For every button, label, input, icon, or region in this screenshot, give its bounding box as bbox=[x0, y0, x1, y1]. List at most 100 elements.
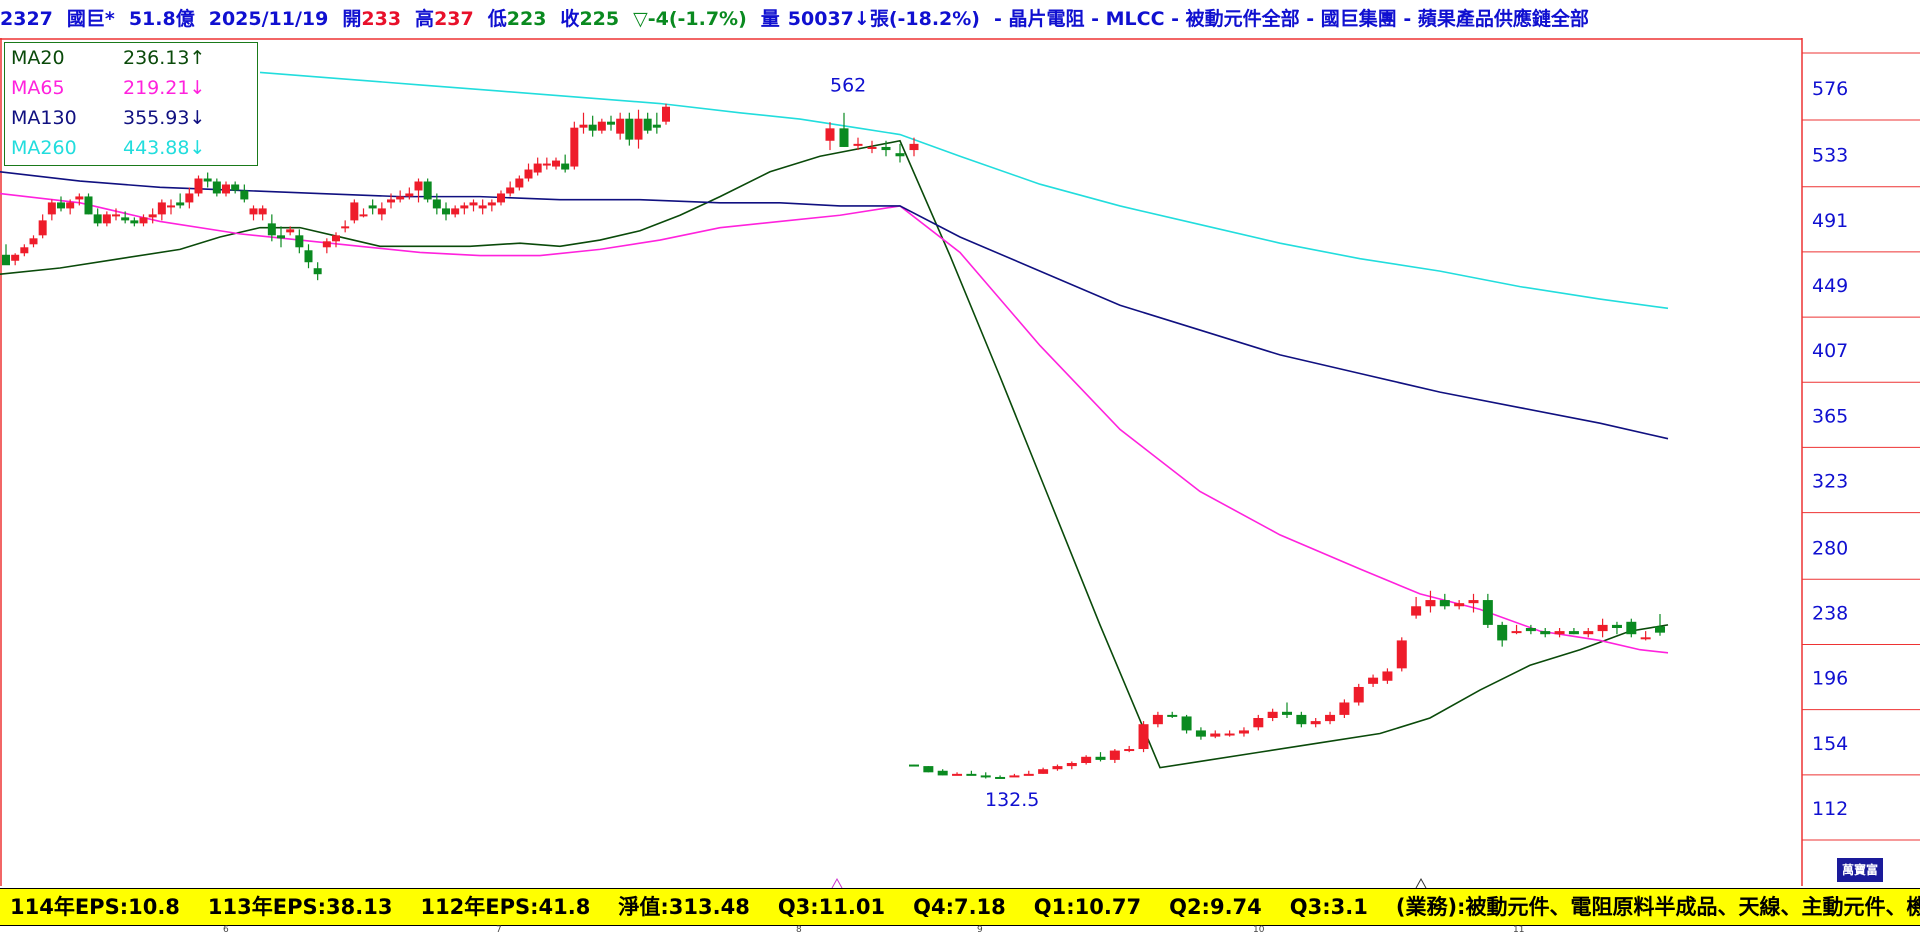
candle-body bbox=[561, 163, 570, 170]
candle-body bbox=[1540, 631, 1551, 635]
legend-ma130: MA130 355.93↓ bbox=[5, 103, 257, 133]
y-tick-label: 576 bbox=[1812, 78, 1848, 100]
candle-body bbox=[1238, 730, 1249, 734]
candle bbox=[313, 262, 322, 281]
legend-ma20-name: MA20 bbox=[11, 47, 65, 69]
stock-code: 2327 bbox=[0, 8, 53, 30]
legend-ma65-value: 219.21↓ bbox=[123, 77, 206, 99]
candle-body bbox=[825, 128, 835, 141]
candle-body bbox=[11, 254, 20, 261]
candle bbox=[1382, 668, 1393, 684]
candle-body bbox=[1597, 624, 1608, 632]
candle-body bbox=[909, 143, 919, 151]
quote-date: 2025/11/19 bbox=[208, 8, 329, 30]
candle bbox=[909, 137, 919, 157]
legend-ma65-name: MA65 bbox=[11, 77, 65, 99]
candle bbox=[478, 199, 487, 215]
candle-body bbox=[387, 199, 395, 203]
candle-body bbox=[414, 181, 423, 191]
candle-body bbox=[167, 205, 175, 208]
candle bbox=[75, 193, 84, 206]
candle bbox=[185, 187, 194, 209]
candle-body bbox=[923, 766, 934, 773]
candle bbox=[1296, 711, 1307, 728]
candle-body bbox=[1611, 624, 1622, 628]
eps-114: 114年EPS:10.8 bbox=[10, 895, 180, 919]
candle-body bbox=[1066, 763, 1077, 767]
candle-body bbox=[995, 776, 1006, 779]
candle bbox=[825, 122, 835, 151]
candle bbox=[1310, 718, 1321, 728]
candle-body bbox=[396, 196, 405, 200]
candle bbox=[995, 775, 1006, 779]
candle-body bbox=[29, 238, 38, 245]
candle-body bbox=[313, 268, 322, 275]
candlesticks bbox=[2, 103, 1665, 779]
candle bbox=[47, 199, 56, 221]
candle bbox=[1267, 708, 1278, 722]
candle-body bbox=[423, 181, 432, 200]
candle bbox=[1224, 730, 1235, 737]
month-label-8: 8 bbox=[796, 925, 802, 935]
candle bbox=[487, 199, 496, 212]
candle-body bbox=[570, 127, 579, 167]
candle-body bbox=[588, 124, 597, 131]
y-tick-label: 280 bbox=[1812, 537, 1848, 559]
candle-body bbox=[57, 202, 65, 209]
candle-body bbox=[47, 202, 56, 215]
candle bbox=[909, 764, 919, 767]
candle-body bbox=[295, 235, 304, 248]
candle bbox=[442, 202, 450, 221]
candle bbox=[616, 112, 625, 140]
candle bbox=[11, 253, 20, 266]
candle bbox=[20, 244, 29, 257]
candle bbox=[258, 205, 267, 221]
candle bbox=[1167, 711, 1178, 718]
candle-body bbox=[1425, 600, 1436, 607]
candle-body bbox=[1339, 702, 1350, 715]
y-tick-label: 533 bbox=[1812, 145, 1848, 167]
eps-113: 113年EPS:38.13 bbox=[207, 895, 393, 919]
candle-body bbox=[1525, 628, 1536, 632]
legend-ma20-value: 236.13↑ bbox=[123, 47, 206, 69]
candle bbox=[1497, 621, 1508, 647]
high-price: 高237 bbox=[415, 8, 474, 30]
candle bbox=[966, 770, 977, 776]
market-cap: 51.8億 bbox=[128, 8, 195, 30]
candle bbox=[552, 157, 560, 170]
business-desc: (業務):被動元件、電阻原料半成品、天線、主動元件、機器設 bbox=[1395, 895, 1920, 919]
candle bbox=[432, 193, 441, 215]
legend-ma260: MA260 443.88↓ bbox=[5, 133, 257, 163]
candle-body bbox=[1195, 730, 1206, 737]
month-label-10: 10 bbox=[1253, 925, 1265, 935]
candle bbox=[130, 217, 139, 227]
candle bbox=[1066, 761, 1077, 770]
legend-ma130-name: MA130 bbox=[11, 107, 77, 129]
candle bbox=[1253, 714, 1264, 731]
marker-triangle-oct bbox=[1415, 877, 1427, 888]
legend-ma20: MA20 236.13↑ bbox=[5, 43, 257, 73]
candle-body bbox=[881, 146, 891, 151]
candle bbox=[460, 202, 469, 215]
candle-body bbox=[652, 124, 661, 128]
candle bbox=[1626, 618, 1637, 638]
candle-body bbox=[1124, 749, 1135, 752]
candle-body bbox=[432, 199, 441, 209]
candle-body bbox=[909, 764, 919, 767]
month-label-7: 7 bbox=[496, 925, 502, 935]
candle-body bbox=[93, 214, 102, 224]
candle bbox=[542, 157, 551, 170]
candle bbox=[853, 137, 863, 151]
candle bbox=[1368, 674, 1379, 687]
ma-legend: MA20 236.13↑ MA65 219.21↓ MA130 355.93↓ MA2… bbox=[4, 42, 258, 166]
candle-body bbox=[643, 118, 652, 131]
candle-body bbox=[157, 202, 166, 215]
candle-body bbox=[506, 187, 515, 194]
candle bbox=[469, 199, 478, 212]
candle bbox=[1525, 624, 1536, 635]
candle bbox=[157, 199, 166, 221]
y-tick-label: 449 bbox=[1812, 275, 1848, 297]
candle bbox=[515, 175, 524, 191]
candle bbox=[451, 205, 460, 218]
candle bbox=[1655, 614, 1665, 636]
